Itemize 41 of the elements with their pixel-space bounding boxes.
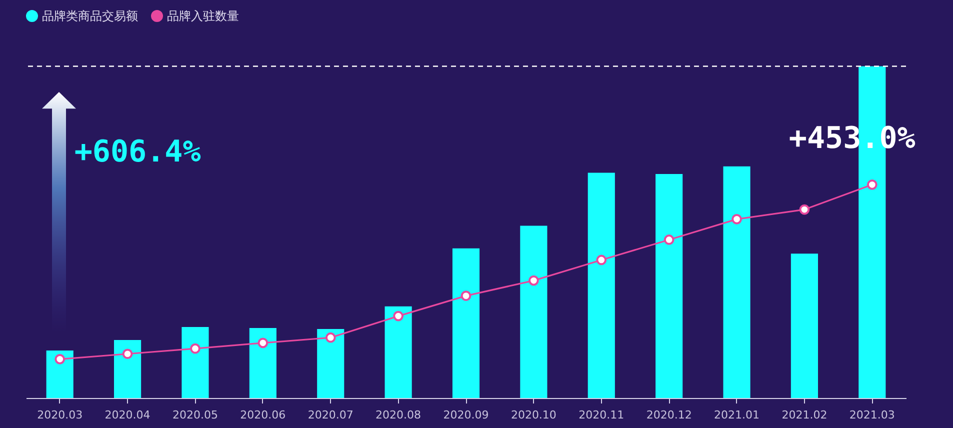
point (393, 310, 404, 322)
x-tick-label: 2020.12 (646, 408, 692, 422)
x-tick-label: 2021.01 (714, 408, 760, 422)
point (596, 254, 607, 266)
point (54, 354, 66, 364)
x-tick-label: 2020.11 (578, 408, 624, 422)
x-tick-label: 2020.09 (443, 408, 489, 422)
annotation: +606.4% (74, 134, 201, 170)
point (664, 234, 674, 245)
bar (249, 328, 276, 398)
point (528, 275, 539, 286)
bar (384, 306, 412, 398)
legend-label: 品牌入驻数量 (167, 9, 239, 23)
bar (588, 172, 615, 398)
point (258, 338, 268, 348)
bar (46, 350, 74, 398)
x-tick-label: 2020.05 (172, 408, 218, 422)
bar (114, 340, 142, 398)
bar (317, 328, 344, 398)
point (732, 214, 742, 224)
x-tick-label: 2020.06 (240, 408, 286, 422)
x-tick-label: 2021.02 (782, 408, 828, 422)
legend-label: 品牌类商品交易额 (42, 9, 138, 23)
x-tick-label: 2020.10 (510, 408, 556, 422)
bar (723, 166, 750, 398)
point (460, 290, 472, 301)
bar (656, 174, 683, 398)
point (325, 332, 336, 343)
bar (182, 327, 209, 398)
x-tick-label: 2020.08 (376, 408, 422, 422)
bar (452, 248, 480, 398)
point (122, 348, 133, 360)
point (866, 179, 878, 190)
point (799, 204, 810, 215)
x-tick-label: 2020.04 (104, 408, 150, 422)
bar (790, 254, 818, 398)
x-tick-label: 2020.07 (308, 408, 354, 422)
bar (520, 226, 548, 398)
x-tick-label: 2020.03 (37, 408, 83, 422)
x-tick-label: 2021.03 (849, 408, 895, 422)
point (190, 343, 200, 354)
